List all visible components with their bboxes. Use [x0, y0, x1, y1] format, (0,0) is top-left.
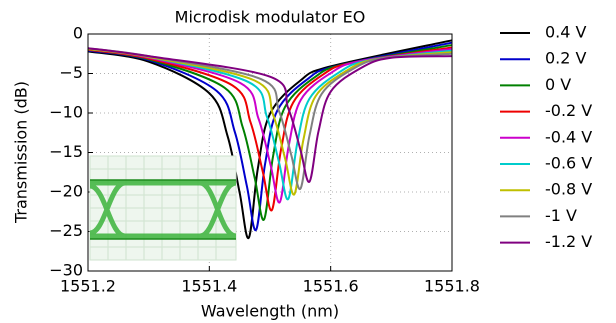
legend-label: 0.2 V [545, 49, 587, 68]
eye-diagram-inset [90, 156, 236, 260]
legend-label: 0 V [545, 75, 571, 94]
x-axis-label: Wavelength (nm) [201, 302, 339, 321]
legend-label: 0.4 V [545, 23, 587, 42]
chart: Microdisk modulator EO Wavelength (nm) T… [0, 0, 616, 323]
x-tick-label: 1551.4 [181, 277, 237, 296]
x-tick-label: 1551.6 [303, 277, 359, 296]
legend-label: -1 V [545, 206, 577, 225]
legend-label: -0.8 V [545, 180, 592, 199]
legend: 0.4 V 0.2 V 0 V -0.2 V -0.4 V -0.6 V -0.8 V -1 … [500, 23, 592, 252]
y-tick-label: 0 [73, 24, 83, 43]
y-tick-label: −25 [49, 221, 83, 240]
legend-label: -1.2 V [545, 232, 592, 251]
legend-label: -0.2 V [545, 101, 592, 120]
chart-title: Microdisk modulator EO [175, 8, 366, 27]
legend-label: -0.6 V [545, 154, 592, 173]
y-tick-label: −5 [59, 63, 83, 82]
y-tick-label: −15 [49, 142, 83, 161]
legend-label: -0.4 V [545, 127, 592, 146]
y-tick-label: −10 [49, 103, 83, 122]
y-axis-label: Transmission (dB) [12, 81, 31, 224]
y-tick-label: −20 [49, 182, 83, 201]
x-tick-label: 1551.8 [424, 277, 480, 296]
x-tick-label: 1551.2 [60, 277, 116, 296]
